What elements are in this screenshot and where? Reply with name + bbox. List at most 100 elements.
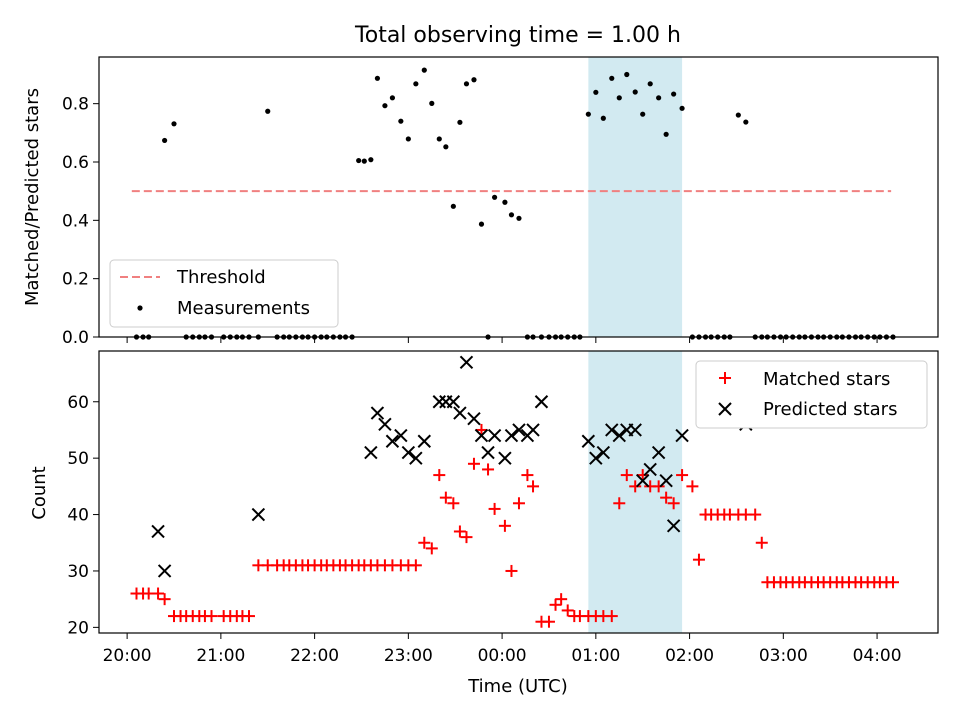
measurement-point bbox=[368, 157, 374, 163]
bottom-ylabel: Count bbox=[29, 466, 50, 519]
top-axes-frame bbox=[98, 56, 939, 338]
matched-stars-point bbox=[561, 604, 574, 617]
matched-stars-point bbox=[467, 457, 480, 470]
measurement-point bbox=[508, 212, 515, 218]
x-tick-label: 03:00 bbox=[759, 646, 808, 666]
matched-stars-point bbox=[158, 593, 171, 606]
measurement-point bbox=[436, 136, 442, 142]
predicted-stars-point bbox=[401, 445, 416, 460]
y-tick-label: 0.6 bbox=[62, 153, 89, 173]
measurement-point bbox=[671, 91, 677, 97]
measurement-point bbox=[593, 89, 599, 95]
bottom-axes-frame bbox=[98, 350, 939, 634]
legend-threshold-label: Threshold bbox=[176, 267, 266, 288]
predicted-stars-point bbox=[417, 434, 431, 448]
matched-stars-point bbox=[755, 536, 768, 549]
matched-stars-point bbox=[686, 480, 699, 493]
predicted-stars-point bbox=[474, 428, 489, 443]
x-tick-label: 04:00 bbox=[853, 646, 902, 666]
matched-stars-point bbox=[433, 469, 446, 482]
legend-measurements-label: Measurements bbox=[177, 298, 310, 319]
measurement-point bbox=[457, 119, 463, 125]
x-tick-label: 22:00 bbox=[290, 646, 339, 666]
top-ylabel: Matched/Predicted stars bbox=[22, 88, 43, 306]
measurement-point bbox=[656, 95, 662, 101]
matched-stars-point bbox=[409, 559, 422, 572]
x-tick-label: 02:00 bbox=[665, 646, 714, 666]
measurement-point bbox=[609, 75, 615, 81]
matched-stars-point bbox=[620, 469, 633, 482]
measurement-point bbox=[478, 221, 485, 227]
predicted-stars-point bbox=[364, 445, 378, 460]
matched-stars-point bbox=[527, 480, 540, 493]
measurement-point bbox=[616, 95, 622, 101]
top-panel: 0.00.20.40.60.8 Matched/Predicted stars … bbox=[22, 56, 939, 348]
shaded-observing-window bbox=[588, 57, 683, 337]
matched-stars-point bbox=[505, 564, 518, 577]
predicted-stars-point bbox=[643, 462, 657, 477]
y-tick-label: 50 bbox=[67, 449, 89, 469]
predicted-stars-point bbox=[651, 445, 666, 460]
predicted-stars-point bbox=[512, 423, 526, 437]
x-tick-label: 20:00 bbox=[103, 646, 152, 666]
x-axis-label: Time (UTC) bbox=[467, 676, 568, 697]
matched-stars-point bbox=[629, 480, 642, 493]
predicted-stars-point bbox=[581, 434, 596, 448]
predicted-stars-point bbox=[675, 428, 689, 443]
predicted-stars-point bbox=[459, 355, 474, 369]
measurement-point bbox=[398, 118, 404, 124]
y-tick-label: 0.0 bbox=[62, 328, 89, 348]
matched-stars-point bbox=[482, 463, 495, 476]
matched-stars-point bbox=[887, 576, 900, 589]
measurement-point bbox=[413, 81, 419, 87]
measurement-point bbox=[647, 81, 653, 87]
measurement-point bbox=[421, 67, 427, 73]
predicted-stars-point bbox=[628, 423, 642, 437]
y-tick-label: 40 bbox=[67, 506, 89, 526]
y-tick-label: 60 bbox=[67, 393, 89, 413]
legend-measurements-swatch bbox=[137, 305, 143, 311]
measurement-point bbox=[516, 215, 522, 221]
predicted-stars-point bbox=[378, 417, 392, 432]
measurement-point bbox=[429, 100, 435, 106]
predicted-stars-point bbox=[659, 474, 673, 488]
measurement-point bbox=[640, 111, 646, 117]
legend-predicted-label: Predicted stars bbox=[763, 399, 897, 420]
matched-stars-point bbox=[425, 542, 438, 555]
measurement-point bbox=[735, 112, 741, 118]
predicted-stars-point bbox=[636, 474, 650, 488]
measurement-point bbox=[356, 157, 362, 164]
measurement-point bbox=[171, 121, 177, 127]
measurement-point bbox=[374, 75, 381, 81]
measurement-point bbox=[663, 131, 669, 137]
measurement-point bbox=[624, 71, 630, 78]
bottom-panel: 20 30 40 50 60 20:00 21:00 22:00 23:00 00:00 01:0… bbox=[29, 350, 939, 697]
measurement-point bbox=[679, 105, 685, 111]
matched-stars-point bbox=[542, 615, 555, 628]
matched-stars-point bbox=[460, 531, 473, 544]
predicted-stars-point bbox=[487, 428, 502, 443]
matched-stars-point bbox=[205, 610, 218, 623]
predicted-stars-point bbox=[596, 445, 611, 460]
measurement-point bbox=[632, 89, 638, 95]
matched-stars-point bbox=[475, 423, 488, 436]
predicted-stars-point bbox=[385, 434, 400, 448]
matched-stars-point bbox=[636, 469, 649, 482]
legend-matched-swatch bbox=[719, 372, 731, 384]
figure-title: Total observing time = 1.00 h bbox=[354, 23, 681, 48]
y-tick-label: 30 bbox=[67, 562, 89, 582]
predicted-stars-point bbox=[453, 406, 467, 420]
measurement-point bbox=[491, 194, 498, 200]
predicted-stars-point bbox=[605, 423, 619, 437]
measurement-point bbox=[600, 115, 606, 121]
x-tick-label: 23:00 bbox=[384, 646, 433, 666]
matched-stars-point bbox=[660, 491, 673, 504]
measurement-point bbox=[585, 111, 591, 117]
y-tick-label: 0.8 bbox=[62, 95, 89, 115]
matched-stars-point bbox=[512, 497, 525, 510]
matched-stars-point bbox=[692, 553, 705, 566]
matched-stars-point bbox=[549, 598, 562, 611]
measurement-point bbox=[361, 158, 367, 164]
matched-stars-point bbox=[676, 469, 689, 482]
